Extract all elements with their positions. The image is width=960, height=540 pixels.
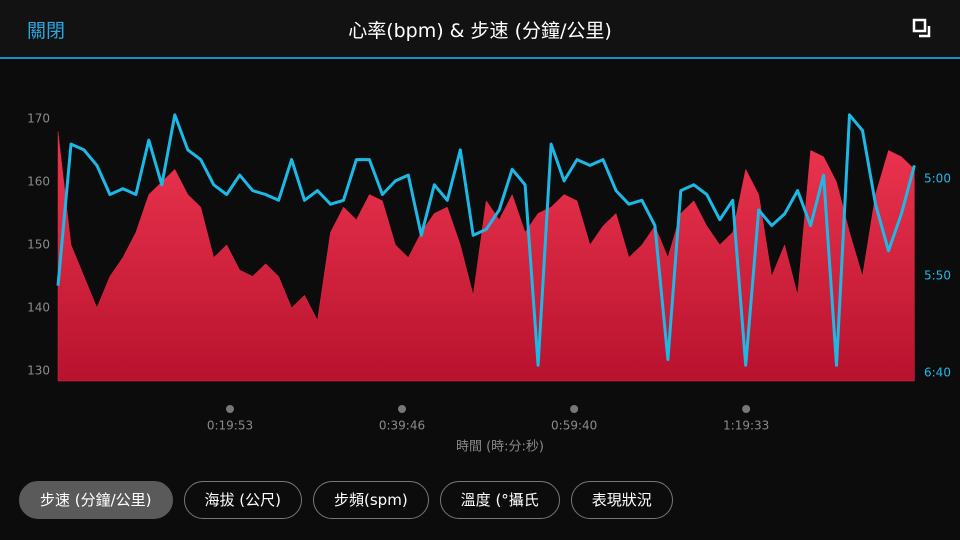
y2-tick-label: 5:00	[924, 171, 951, 185]
x-tick-label: 1:19:33	[723, 419, 769, 433]
tab-button[interactable]: 步頻(spm)	[313, 481, 429, 519]
x-tick-mark	[742, 405, 751, 413]
y2-tick-label: 5:50	[924, 269, 951, 283]
chart: 時間 (時:分:秒) 130 140 150 160 170 5:00 5:50 6:40 0:…	[27, 111, 951, 455]
header-title: 心率(bpm) & 步速 (分鐘/公里)	[348, 20, 612, 42]
x-tick-label: 0:19:53	[207, 419, 253, 433]
header: 關閉 心率(bpm) & 步速 (分鐘/公里)	[0, 0, 960, 59]
y-tick-label: 140	[27, 300, 50, 314]
y-tick-label: 130	[27, 363, 50, 377]
fullscreen-icon[interactable]	[912, 18, 934, 40]
tab-button[interactable]: 海拔 (公尺)	[183, 481, 303, 519]
y-tick-label: 170	[27, 111, 50, 125]
x-tick-mark	[226, 405, 235, 413]
y-tick-label: 160	[27, 174, 50, 188]
x-axis-label: 時間 (時:分:秒)	[456, 440, 544, 455]
tab-button[interactable]: 表現狀況	[570, 481, 673, 519]
pace-line	[56, 113, 916, 367]
x-tick-mark	[398, 405, 407, 413]
tab-bar: 步速 (分鐘/公里) 海拔 (公尺) 步頻(spm) 溫度 (°攝氏 表現狀況	[19, 481, 673, 519]
tab-button[interactable]: 溫度 (°攝氏	[439, 481, 560, 519]
x-tick-label: 0:59:40	[551, 419, 597, 433]
tab-button[interactable]: 步速 (分鐘/公里)	[19, 481, 173, 519]
close-button[interactable]: 關閉	[27, 20, 66, 42]
x-tick-mark	[570, 405, 579, 413]
y-tick-label: 150	[27, 237, 50, 251]
heart-rate-area	[57, 131, 915, 382]
y2-tick-label: 6:40	[924, 366, 951, 380]
x-tick-label: 0:39:46	[379, 419, 425, 433]
